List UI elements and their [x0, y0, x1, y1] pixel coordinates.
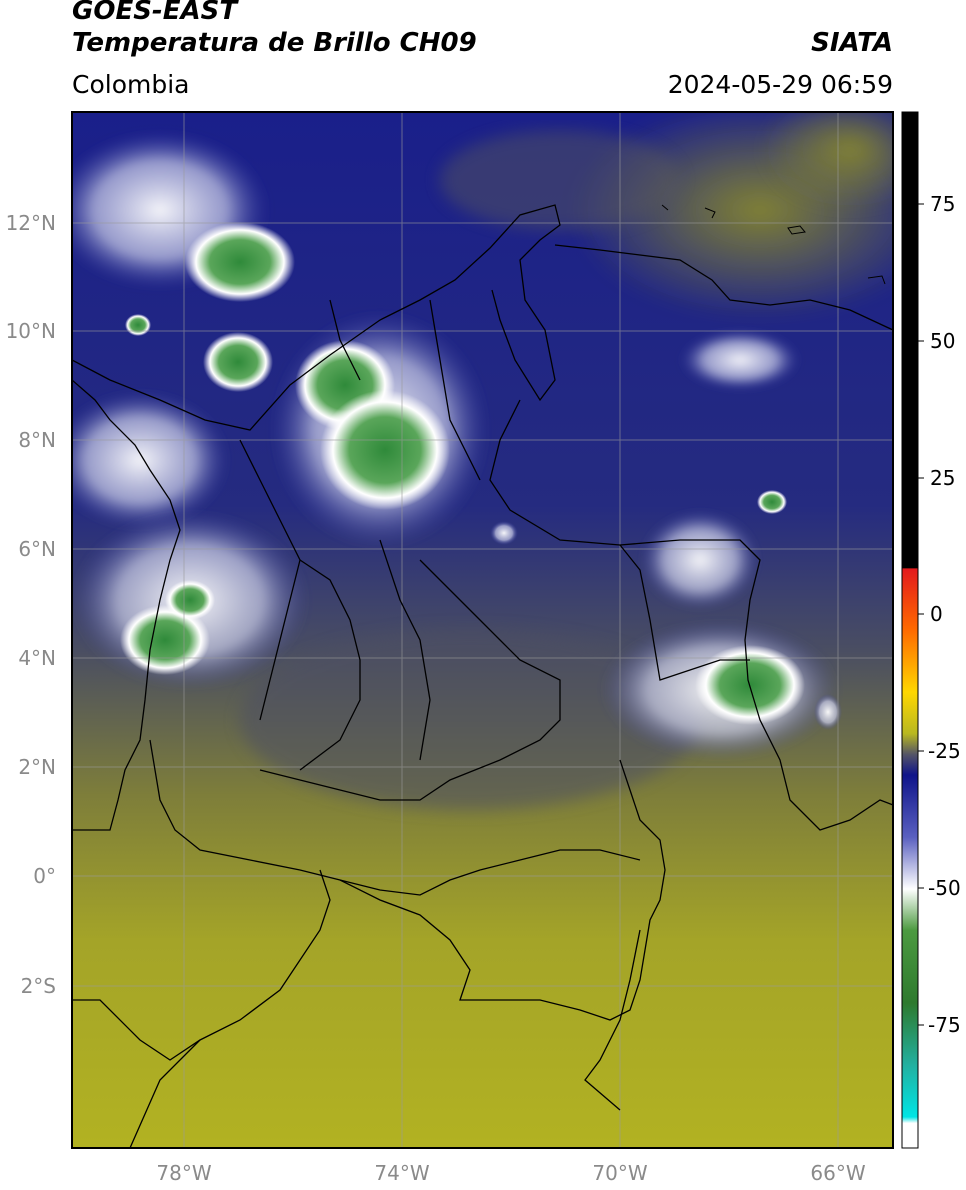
colorbar-tick-label: -25 — [928, 739, 961, 763]
colorbar-tick-label: 75 — [930, 192, 955, 216]
lat-label: 8°N — [18, 428, 56, 452]
lon-label: 78°W — [156, 1161, 211, 1185]
coastline-borders — [72, 204, 893, 1148]
satellite-title: GOES-EAST — [72, 0, 238, 26]
lat-label: 12°N — [6, 211, 56, 235]
lat-label: 2°N — [18, 755, 56, 779]
colorbar-tick-label: 0 — [930, 602, 943, 626]
map-frame — [71, 111, 894, 1149]
lat-label: 0° — [33, 864, 56, 888]
lon-label: 70°W — [592, 1161, 647, 1185]
source-label: SIATA — [811, 28, 893, 58]
colorbar-scale — [901, 111, 919, 1149]
longitude-labels: 78°W 74°W 70°W 66°W — [156, 1161, 865, 1185]
colorbar: 75 50 25 0 -25 -50 -75 — [901, 111, 961, 1149]
graticule — [72, 112, 893, 1148]
islands — [661, 204, 886, 285]
colorbar-tick-label: 50 — [930, 329, 955, 353]
lon-label: 74°W — [374, 1161, 429, 1185]
lat-label: 10°N — [6, 319, 56, 343]
colorbar-tick-label: 25 — [930, 466, 955, 490]
satellite-image — [72, 112, 893, 1148]
lat-label: 2°S — [21, 974, 56, 998]
colorbar-tick-label: -50 — [928, 876, 961, 900]
latitude-labels: 12°N 10°N 8°N 6°N 4°N 2°N 0° 2°S — [6, 211, 56, 998]
region-label: Colombia — [72, 70, 190, 99]
lat-label: 4°N — [18, 646, 56, 670]
datetime-label: 2024-05-29 06:59 — [667, 70, 893, 99]
product-title: Temperatura de Brillo CH09 — [72, 28, 477, 58]
lat-label: 6°N — [18, 537, 56, 561]
colorbar-tick-label: -75 — [928, 1013, 961, 1037]
lon-label: 66°W — [810, 1161, 865, 1185]
